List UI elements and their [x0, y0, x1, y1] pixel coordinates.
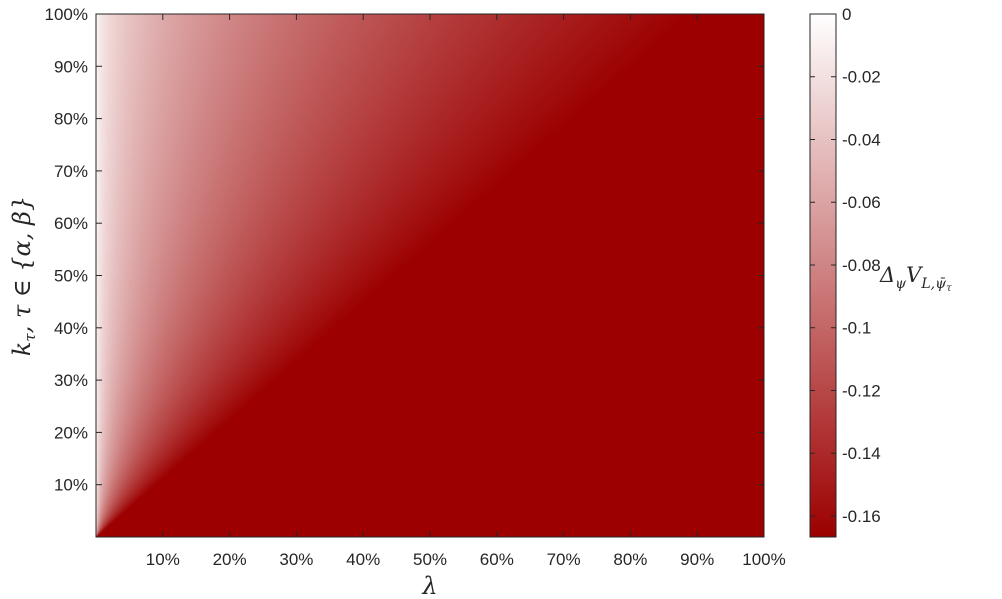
y-tick-label: 30% [54, 371, 88, 390]
x-axis-ticks: 10% 20% 30% 40% 50% 60% 70% 80% 90% 100% [146, 14, 786, 569]
colorbar-tick-label: -0.08 [842, 256, 881, 275]
x-tick-label: 40% [346, 550, 380, 569]
heatmap-image [96, 14, 764, 537]
y-tick-label: 10% [54, 476, 88, 495]
colorbar-tick-label: -0.14 [842, 444, 881, 463]
y-tick-label: 70% [54, 162, 88, 181]
y-axis-label: kτ, τ ∈ {α, β} [8, 196, 39, 356]
y-tick-label: 60% [54, 214, 88, 233]
x-tick-label: 100% [742, 550, 785, 569]
colorbar-frame [809, 13, 837, 538]
colorbar-tick-label: -0.06 [842, 193, 881, 212]
colorbar-tick-label: -0.02 [842, 68, 881, 87]
x-tick-label: 70% [547, 550, 581, 569]
colorbar-tick-label: -0.16 [842, 507, 881, 526]
x-tick-label: 30% [279, 550, 313, 569]
y-tick-label: 20% [54, 423, 88, 442]
x-tick-label: 90% [680, 550, 714, 569]
y-tick-label: 90% [54, 57, 88, 76]
x-axis-label: λ [421, 572, 437, 599]
colorbar-label: ΔψVL,ψ̄τ [879, 263, 952, 294]
colorbar-gradient [810, 14, 836, 537]
y-tick-label: 100% [45, 5, 88, 24]
x-tick-label: 50% [413, 550, 447, 569]
y-tick-label: 50% [54, 267, 88, 286]
x-tick-label: 60% [480, 550, 514, 569]
heatmap-cells [96, 14, 764, 537]
colorbar-tick-label: -0.12 [842, 381, 881, 400]
colorbar [810, 14, 836, 537]
colorbar-ticks: 0 -0.02 -0.04 -0.06 -0.08 -0.1 -0.12 -0.14 -0.16 [810, 5, 881, 526]
y-tick-label: 80% [54, 110, 88, 129]
y-tick-label: 40% [54, 319, 88, 338]
y-axis-ticks: 10% 20% 30% 40% 50% 60% 70% 80% 90% 100% [45, 5, 764, 495]
x-tick-label: 10% [146, 550, 180, 569]
colorbar-tick-label: -0.04 [842, 130, 881, 149]
colorbar-tick-label: 0 [842, 5, 851, 24]
colorbar-tick-label: -0.1 [842, 319, 871, 338]
x-tick-label: 80% [613, 550, 647, 569]
x-tick-label: 20% [213, 550, 247, 569]
